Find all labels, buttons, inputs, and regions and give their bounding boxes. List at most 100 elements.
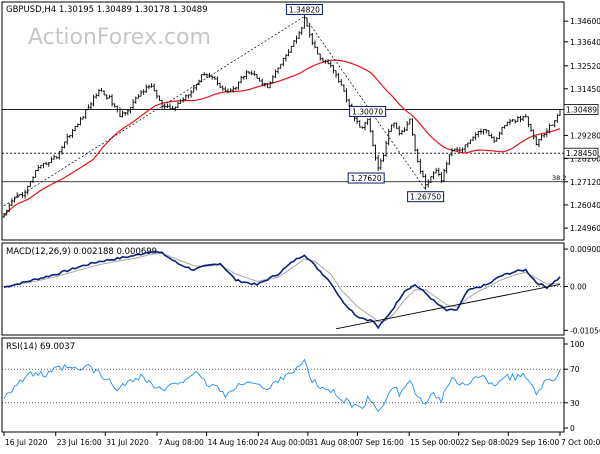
price-bar bbox=[195, 83, 198, 91]
price-bar bbox=[498, 131, 501, 140]
price-bar bbox=[437, 167, 440, 177]
rsi-panel bbox=[1, 337, 565, 433]
price-bar bbox=[95, 93, 98, 99]
price-bar bbox=[311, 33, 314, 46]
x-tick-label: 31 Jul 2020 bbox=[106, 438, 149, 447]
price-bar bbox=[516, 115, 520, 123]
price-bar bbox=[369, 117, 372, 133]
price-bar bbox=[461, 147, 464, 153]
price-bar bbox=[398, 125, 401, 136]
price-annotation-box bbox=[285, 3, 323, 15]
x-tick-label: 22 Sep 08:00 bbox=[460, 438, 510, 447]
price-bar bbox=[300, 26, 303, 36]
price-bar bbox=[150, 83, 153, 88]
price-tick-label: 1.32520 bbox=[570, 62, 600, 71]
price-bar bbox=[13, 196, 16, 203]
price-bar bbox=[527, 116, 530, 128]
price-bar bbox=[392, 122, 396, 128]
price-bar bbox=[102, 90, 106, 96]
price-bar bbox=[337, 73, 340, 83]
macd-line bbox=[3, 250, 561, 330]
price-bar bbox=[408, 118, 412, 125]
price-bar bbox=[482, 128, 485, 135]
price-bar bbox=[179, 99, 182, 104]
price-bar bbox=[250, 70, 253, 76]
rsi-line bbox=[3, 358, 561, 413]
price-bar bbox=[514, 119, 517, 124]
price-bar bbox=[474, 132, 477, 141]
price-bar bbox=[287, 49, 290, 57]
price-annotation-box bbox=[349, 105, 387, 117]
price-bar bbox=[29, 180, 32, 188]
price-bar bbox=[55, 156, 58, 160]
price-bar bbox=[192, 85, 195, 93]
price-bar bbox=[23, 189, 27, 199]
price-bar bbox=[271, 75, 274, 84]
price-bar bbox=[319, 53, 322, 61]
price-bar bbox=[239, 75, 243, 84]
price-bar bbox=[416, 148, 419, 163]
price-bar bbox=[258, 77, 261, 82]
price-bar bbox=[469, 139, 472, 145]
x-tick-label: 31 Aug 08:00 bbox=[309, 438, 360, 447]
price-tick-label: 1.31450 bbox=[570, 85, 600, 94]
price-bar bbox=[358, 120, 361, 128]
price-bar bbox=[5, 209, 8, 216]
price-bar bbox=[255, 73, 259, 79]
price-bar bbox=[532, 129, 535, 140]
price-bar bbox=[76, 123, 79, 128]
price-bar bbox=[158, 95, 161, 102]
price-bar bbox=[247, 71, 251, 74]
price-bar bbox=[26, 185, 29, 195]
price-bar bbox=[181, 97, 185, 103]
price-bar bbox=[124, 111, 127, 116]
moving-average-line bbox=[3, 59, 561, 216]
price-bar bbox=[184, 94, 188, 101]
price-bar bbox=[44, 161, 48, 165]
price-bar bbox=[511, 118, 514, 122]
price-bar bbox=[279, 63, 282, 69]
price-bar bbox=[229, 88, 232, 93]
price-tick-label: 1.33640 bbox=[570, 38, 600, 47]
support-level-badge-label: 1.28450 bbox=[566, 149, 597, 158]
price-tick-label: 1.24960 bbox=[570, 224, 600, 233]
price-bar bbox=[345, 88, 348, 103]
price-bar bbox=[427, 179, 430, 188]
price-bar bbox=[205, 73, 209, 78]
rsi-tick-label: 70 bbox=[570, 365, 580, 374]
price-bar bbox=[540, 133, 543, 141]
price-bar bbox=[453, 148, 456, 152]
price-bar bbox=[324, 59, 327, 64]
price-bar bbox=[171, 105, 174, 110]
price-bar bbox=[503, 124, 506, 129]
price-annotation: 1.30070 bbox=[349, 105, 387, 117]
price-bar bbox=[147, 84, 151, 90]
price-annotation: 1.26750 bbox=[407, 191, 445, 203]
price-bar bbox=[445, 161, 448, 174]
price-bar bbox=[550, 124, 554, 126]
macd-trendline bbox=[335, 283, 561, 330]
price-bar bbox=[8, 203, 11, 212]
price-bar bbox=[537, 138, 541, 148]
x-tick-label: 7 Sep 16:00 bbox=[358, 438, 404, 447]
price-bar bbox=[521, 115, 525, 122]
rsi-tick-label: 30 bbox=[570, 399, 580, 408]
price-bar bbox=[105, 94, 108, 100]
price-bar bbox=[545, 128, 549, 137]
price-bar bbox=[492, 136, 496, 144]
price-bar bbox=[10, 198, 14, 207]
price-bar bbox=[384, 141, 388, 157]
price-bar bbox=[34, 170, 37, 178]
price-bar bbox=[174, 106, 177, 112]
price-bar bbox=[487, 130, 491, 137]
price-bar bbox=[274, 69, 277, 79]
price-bar bbox=[37, 165, 40, 172]
price-bar bbox=[524, 114, 527, 118]
price-annotation: 1.27620 bbox=[347, 172, 385, 184]
x-tick-label: 14 Aug 16:00 bbox=[208, 438, 259, 447]
price-bar bbox=[535, 135, 538, 146]
price-bar bbox=[118, 107, 122, 118]
price-bar bbox=[224, 86, 227, 93]
price-header: GBPUSD,H4 1.30195 1.30489 1.30178 1.3048… bbox=[6, 5, 208, 15]
price-bar bbox=[466, 142, 469, 148]
